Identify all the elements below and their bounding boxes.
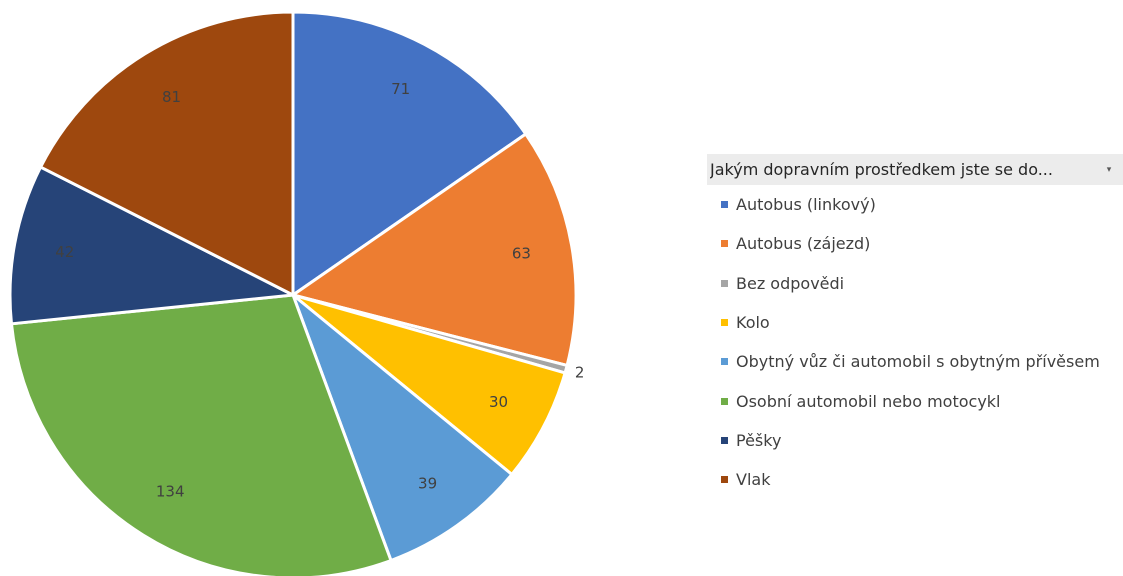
legend-item-0[interactable]: Autobus (linkový): [707, 185, 1123, 224]
legend-item-7[interactable]: Vlak: [707, 460, 1123, 499]
data-label-7: 81: [162, 88, 181, 106]
data-label-1: 63: [512, 245, 531, 263]
pie-slice-7[interactable]: [39, 10, 295, 297]
legend-swatch-5: [721, 397, 728, 405]
pie-data-labels: 71 63 2 30 39 134 42 81: [55, 80, 584, 500]
legend-item-4[interactable]: Obytný vůz či automobil s obytným přívěs…: [707, 342, 1123, 381]
legend-item-2[interactable]: Bez odpovědi: [707, 264, 1123, 303]
legend-swatch-7: [721, 476, 728, 484]
legend-label-4: Obytný vůz či automobil s obytným přívěs…: [736, 352, 1100, 372]
legend-label-6: Pěšky: [736, 430, 782, 450]
pie-chart: 71 63 2 30 39 134 42 81: [8, 10, 584, 576]
chart-legend: Jakým dopravním prostředkem jste se do..…: [707, 154, 1123, 499]
legend-swatch-6: [721, 436, 728, 444]
pie-slice-4[interactable]: [291, 293, 514, 562]
legend-title: Jakým dopravním prostředkem jste se do..…: [710, 160, 1053, 179]
legend-swatch-0: [721, 201, 728, 209]
pie-slice-1[interactable]: [291, 132, 578, 367]
data-label-0: 71: [391, 80, 410, 98]
legend-swatch-4: [721, 358, 728, 366]
data-label-4: 39: [418, 475, 437, 493]
data-label-2: 2: [575, 363, 585, 381]
legend-swatch-3: [721, 319, 728, 327]
legend-item-1[interactable]: Autobus (zájezd): [707, 224, 1123, 263]
legend-list: Autobus (linkový) Autobus (zájezd) Bez odp…: [707, 185, 1123, 499]
pie-slice-0[interactable]: [291, 10, 528, 297]
legend-item-5[interactable]: Osobní automobil nebo motocykl: [707, 381, 1123, 420]
pie-slice-6[interactable]: [8, 165, 295, 326]
legend-item-3[interactable]: Kolo: [707, 303, 1123, 342]
legend-swatch-2: [721, 279, 728, 287]
dropdown-arrow-icon[interactable]: ▾: [1106, 164, 1112, 175]
legend-item-6[interactable]: Pěšky: [707, 421, 1123, 460]
legend-label-2: Bez odpovědi: [736, 273, 845, 293]
legend-swatch-1: [721, 240, 728, 248]
pie-slices: [8, 10, 578, 576]
legend-filter-header[interactable]: Jakým dopravním prostředkem jste se do..…: [707, 154, 1123, 185]
data-label-6: 42: [55, 243, 74, 261]
data-label-5: 134: [156, 482, 185, 500]
legend-label-5: Osobní automobil nebo motocykl: [736, 391, 1001, 411]
legend-label-0: Autobus (linkový): [736, 195, 876, 215]
pie-slice-5[interactable]: [9, 293, 393, 576]
pie-slice-3[interactable]: [291, 293, 567, 476]
legend-label-1: Autobus (zájezd): [736, 234, 871, 254]
data-label-3: 30: [489, 393, 508, 411]
legend-label-3: Kolo: [736, 313, 770, 333]
legend-label-7: Vlak: [736, 470, 771, 490]
